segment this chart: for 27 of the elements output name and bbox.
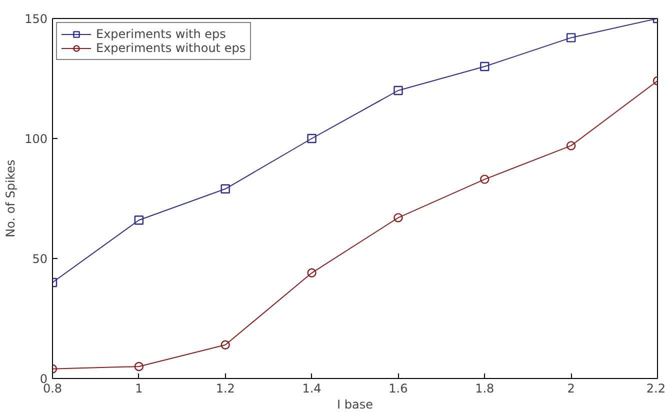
x-tick-label: 1 bbox=[135, 382, 143, 396]
point bbox=[394, 86, 403, 96]
x-tick-label: 2 bbox=[567, 382, 575, 396]
point bbox=[566, 141, 576, 150]
point bbox=[307, 268, 316, 278]
x-tick-label: 1.2 bbox=[216, 382, 235, 396]
legend-label: Experiments with eps bbox=[96, 27, 226, 41]
x-tick-label: 1.6 bbox=[388, 382, 408, 396]
x-tick-label: 1.4 bbox=[302, 382, 322, 396]
point bbox=[566, 33, 576, 42]
x-tick-label: 0.8 bbox=[42, 382, 62, 396]
point bbox=[307, 134, 316, 144]
point bbox=[134, 362, 144, 372]
x-tick-label: 2.2 bbox=[646, 382, 665, 396]
point bbox=[394, 213, 403, 222]
y-tick-label: 100 bbox=[24, 132, 48, 146]
y-axis-title: No. of Spikes bbox=[4, 160, 18, 238]
y-tick-label: 150 bbox=[24, 12, 48, 26]
y-tick-label: 50 bbox=[32, 252, 48, 266]
point bbox=[480, 62, 490, 72]
point bbox=[480, 174, 490, 184]
point bbox=[220, 340, 230, 350]
point bbox=[220, 184, 230, 194]
x-tick-label: 1.8 bbox=[475, 382, 494, 396]
point bbox=[134, 216, 144, 225]
legend-label: Experiments without eps bbox=[96, 41, 246, 55]
x-axis-title: I base bbox=[337, 398, 373, 412]
